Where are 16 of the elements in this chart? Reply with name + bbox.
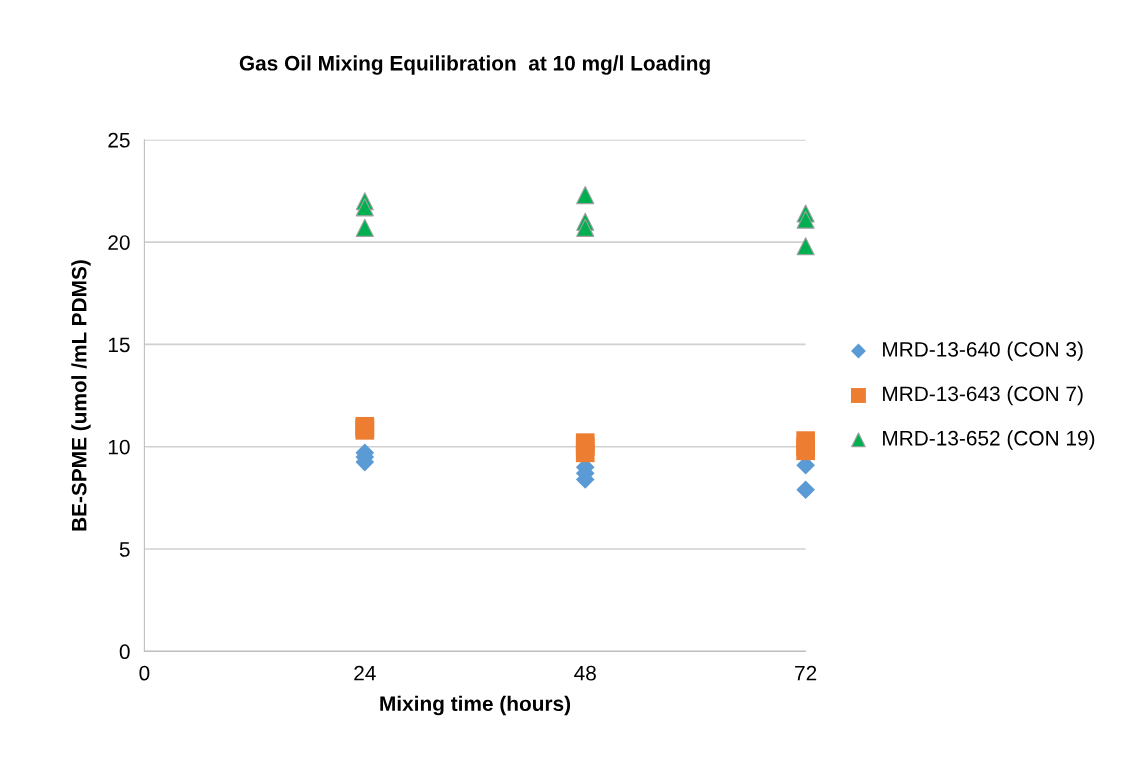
y-tick-label: 25 [108,132,130,148]
y-tick-label: 10 [108,439,130,455]
y-tick-label: 5 [119,542,130,557]
legend-label: MRD-13-640 (CON 3) [883,341,1083,361]
y-tick-label: 15 [108,337,130,353]
y-tick-label: 20 [108,235,130,250]
x-tick-label: 72 [795,665,817,681]
x-tick-label: 0 [139,665,150,681]
x-axis-title: Mixing time (hours) [380,695,571,716]
legend-label: MRD-13-652 (CON 19) [883,430,1095,450]
legend-label: MRD-13-643 (CON 7) [883,385,1083,406]
x-tick-label: 24 [354,665,376,681]
y-tick-label: 0 [119,644,130,660]
x-tick-label: 48 [574,665,596,681]
y-axis-title: BE-SPME (umol /mL PDMS) [71,260,91,531]
chart-title: Gas Oil Mixing Equilibration at 10 mg/l Loading [239,55,710,75]
